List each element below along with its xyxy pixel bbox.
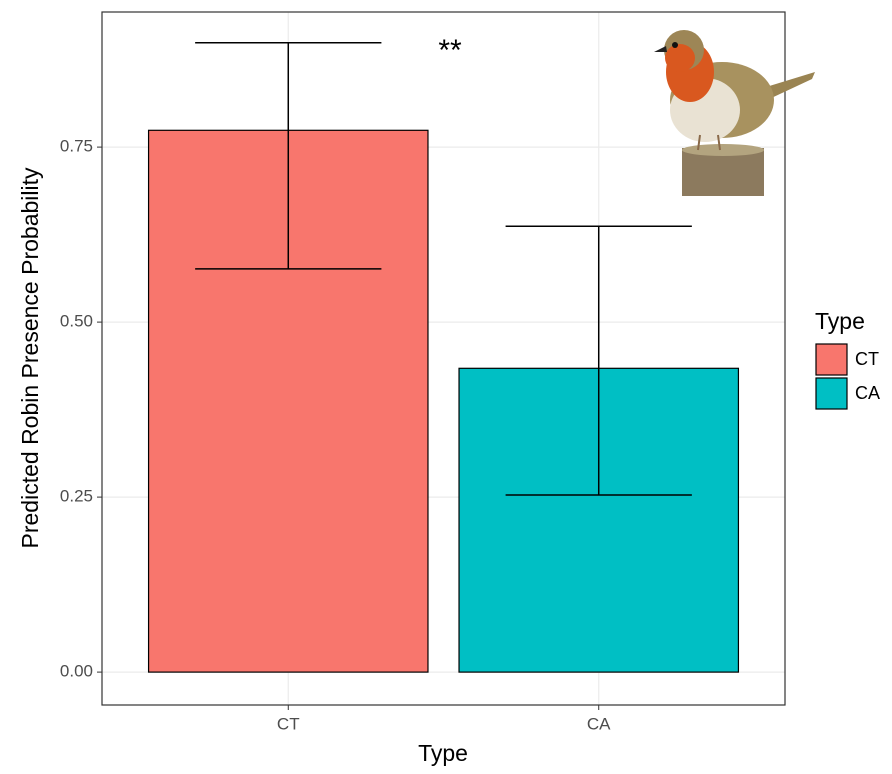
error-bar	[195, 42, 382, 270]
legend-label: CA	[855, 383, 880, 403]
legend-label: CT	[855, 349, 879, 369]
x-axis-title: Type	[418, 740, 468, 766]
x-tick-label: CA	[587, 714, 611, 733]
legend-key	[815, 377, 848, 410]
face	[665, 44, 695, 72]
legend: CT CA	[815, 343, 880, 410]
y-tick-label: 0.25	[60, 487, 93, 506]
y-tick-label: 0.75	[60, 137, 93, 156]
beak	[654, 46, 667, 52]
stump-top	[682, 144, 764, 156]
plot-area: 0.00 0.25 0.50 0.75 CT CA	[60, 11, 786, 733]
error-bar	[505, 225, 692, 496]
legend-title: Type	[815, 308, 865, 334]
y-axis-title: Predicted Robin Presence Probability	[17, 167, 43, 548]
y-tick-label: 0.50	[60, 312, 93, 331]
legend-key	[815, 343, 848, 376]
legs	[697, 134, 721, 151]
x-tick-label: CT	[277, 714, 300, 733]
robin-picture	[654, 30, 815, 196]
eye	[672, 42, 678, 48]
y-tick-label: 0.00	[60, 662, 93, 681]
significance-annotation: **	[438, 34, 462, 67]
panel-border	[101, 11, 786, 706]
